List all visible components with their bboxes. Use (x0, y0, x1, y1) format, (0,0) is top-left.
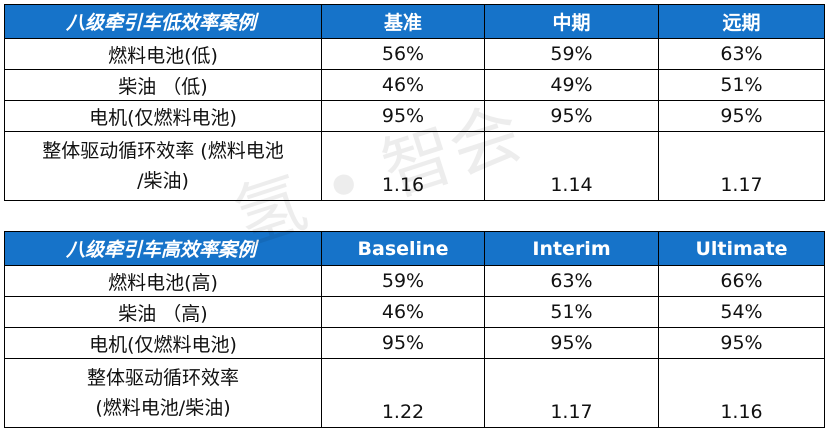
table-row: 整体驱动循环效率 (燃料电池/柴油) 1.22 1.17 1.16 (4, 358, 825, 428)
row-label-line1: 整体驱动循环效率 (燃料电池 (42, 140, 284, 162)
cell-value: 56% (321, 38, 485, 70)
cell-value: 49% (484, 69, 659, 101)
row-label: 整体驱动循环效率 (燃料电池 /柴油) (4, 131, 322, 201)
cell-value: 46% (321, 69, 485, 101)
cell-value: 95% (658, 327, 825, 359)
table-row: 整体驱动循环效率 (燃料电池 /柴油) 1.16 1.14 1.17 (4, 131, 825, 201)
column-header: 中期 (484, 4, 659, 39)
cell-value: 95% (658, 100, 825, 132)
table-row: 燃料电池(高) 59% 63% 66% (4, 265, 825, 297)
table-spacer (4, 201, 824, 231)
row-label: 燃料电池(低) (4, 38, 322, 70)
row-label: 电机(仅燃料电池) (4, 327, 322, 359)
cell-value: 1.16 (321, 131, 485, 201)
cell-value: 1.14 (484, 131, 659, 201)
cell-value: 46% (321, 296, 485, 328)
row-label: 电机(仅燃料电池) (4, 100, 322, 132)
column-header: 基准 (321, 4, 485, 39)
cell-value: 63% (658, 38, 825, 70)
column-header: 远期 (658, 4, 825, 39)
cell-value: 95% (484, 327, 659, 359)
cell-value: 51% (484, 296, 659, 328)
table-row: 柴油 （低) 46% 49% 51% (4, 69, 825, 101)
row-label: 柴油 （高) (4, 296, 322, 328)
row-label: 柴油 （低) (4, 69, 322, 101)
column-header: Baseline (321, 231, 485, 266)
cell-value: 63% (484, 265, 659, 297)
row-label-line2: (燃料电池/柴油) (95, 397, 231, 419)
cell-value: 59% (484, 38, 659, 70)
cell-value: 66% (658, 265, 825, 297)
row-label: 燃料电池(高) (4, 265, 322, 297)
table-header-row: 八级牵引车高效率案例 Baseline Interim Ultimate (4, 231, 825, 266)
table-row: 电机(仅燃料电池) 95% 95% 95% (4, 100, 825, 132)
cell-value: 1.17 (484, 358, 659, 428)
row-label-line2: /柴油) (137, 170, 189, 192)
column-header: Ultimate (658, 231, 825, 266)
row-label-line1: 整体驱动循环效率 (86, 367, 239, 389)
cell-value: 95% (484, 100, 659, 132)
efficiency-tables: 八级牵引车低效率案例 基准 中期 远期 燃料电池(低) 56% 59% 63% … (4, 4, 825, 428)
table-title: 八级牵引车高效率案例 (4, 231, 322, 266)
cell-value: 51% (658, 69, 825, 101)
cell-value: 1.16 (658, 358, 825, 428)
low-efficiency-table: 八级牵引车低效率案例 基准 中期 远期 燃料电池(低) 56% 59% 63% … (4, 4, 825, 201)
high-efficiency-table: 八级牵引车高效率案例 Baseline Interim Ultimate 燃料电… (4, 231, 825, 428)
cell-value: 59% (321, 265, 485, 297)
table-title: 八级牵引车低效率案例 (4, 4, 322, 39)
cell-value: 54% (658, 296, 825, 328)
cell-value: 95% (321, 100, 485, 132)
table-row: 燃料电池(低) 56% 59% 63% (4, 38, 825, 70)
table-row: 电机(仅燃料电池) 95% 95% 95% (4, 327, 825, 359)
row-label: 整体驱动循环效率 (燃料电池/柴油) (4, 358, 322, 428)
table-header-row: 八级牵引车低效率案例 基准 中期 远期 (4, 4, 825, 39)
cell-value: 95% (321, 327, 485, 359)
cell-value: 1.22 (321, 358, 485, 428)
table-row: 柴油 （高) 46% 51% 54% (4, 296, 825, 328)
cell-value: 1.17 (658, 131, 825, 201)
column-header: Interim (484, 231, 659, 266)
